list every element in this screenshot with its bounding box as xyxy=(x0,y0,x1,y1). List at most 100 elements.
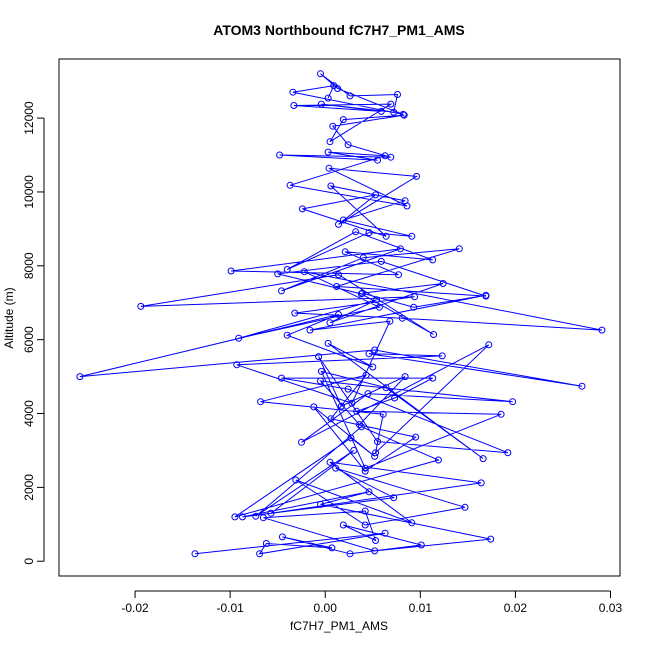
data-point xyxy=(335,220,342,228)
data-point xyxy=(286,181,294,189)
data-point xyxy=(350,446,358,454)
data-point xyxy=(461,503,469,511)
x-axis-title: fC7H7_PM1_AMS xyxy=(290,619,388,633)
data-point xyxy=(371,452,379,460)
data-point xyxy=(339,116,347,124)
data-point xyxy=(326,458,334,466)
data-point xyxy=(429,256,437,264)
data-point xyxy=(417,541,425,549)
data-point xyxy=(361,521,369,529)
data-point xyxy=(235,334,243,342)
data-point xyxy=(310,403,318,411)
data-point xyxy=(362,371,370,379)
data-point xyxy=(339,216,347,224)
data-point xyxy=(335,311,342,318)
data-point xyxy=(482,292,490,300)
data-point xyxy=(325,164,333,172)
data-point xyxy=(317,100,325,108)
data-point xyxy=(387,100,395,108)
data-point xyxy=(375,303,383,311)
data-point xyxy=(278,533,286,541)
data-point xyxy=(278,287,285,295)
data-point xyxy=(485,341,493,349)
data-point xyxy=(411,293,419,301)
data-point xyxy=(239,513,246,521)
chart-title: ATOM3 Northbound fC7H7_PM1_AMS xyxy=(213,22,465,38)
x-tick-label: -0.01 xyxy=(216,601,244,615)
data-point xyxy=(317,367,325,375)
data-point xyxy=(329,122,337,130)
data-point xyxy=(377,257,385,265)
data-point xyxy=(324,148,332,156)
data-point xyxy=(598,326,606,334)
data-point xyxy=(332,464,340,472)
data-point xyxy=(387,153,395,161)
data-point xyxy=(396,245,404,253)
data-point xyxy=(344,385,352,393)
data-point xyxy=(401,373,409,381)
data-point xyxy=(434,456,442,464)
data-point xyxy=(348,399,356,407)
data-point xyxy=(346,92,354,100)
data-point xyxy=(231,513,239,521)
data-point xyxy=(365,350,373,358)
y-axis: 0 2000 4000 6000 8000 10000 12000 xyxy=(22,101,45,565)
data-point xyxy=(233,361,241,369)
data-point xyxy=(382,384,390,392)
data-point xyxy=(361,507,369,515)
data-point xyxy=(291,309,299,317)
data-point xyxy=(289,88,297,96)
data-point xyxy=(400,111,408,119)
data-point xyxy=(386,317,394,325)
data-point xyxy=(344,141,352,149)
x-tick-label: 0.03 xyxy=(599,601,623,615)
data-point xyxy=(252,512,260,520)
data-point xyxy=(399,110,407,118)
data-point xyxy=(337,402,345,410)
x-tick-label: 0.01 xyxy=(409,601,433,615)
data-point xyxy=(391,394,399,402)
data-point xyxy=(317,500,324,508)
data-point xyxy=(346,550,354,558)
data-point xyxy=(352,228,360,236)
data-point xyxy=(262,540,270,547)
series-line xyxy=(79,73,602,555)
data-point xyxy=(339,521,347,529)
data-point xyxy=(374,438,381,446)
data-point xyxy=(398,314,406,322)
data-point xyxy=(315,353,323,361)
data-point xyxy=(356,421,363,429)
data-point xyxy=(361,464,369,472)
data-point xyxy=(76,373,84,381)
data-point xyxy=(403,202,411,210)
data-point xyxy=(306,326,314,334)
data-point xyxy=(274,270,282,278)
y-tick-label: 8000 xyxy=(22,252,36,279)
data-point xyxy=(373,296,381,304)
x-tick-label: 0.00 xyxy=(314,601,338,615)
data-point xyxy=(509,398,517,406)
data-point xyxy=(317,70,324,78)
data-point xyxy=(479,455,487,463)
data-point xyxy=(137,302,145,310)
data-point xyxy=(283,331,291,339)
data-point xyxy=(382,232,390,240)
data-point xyxy=(335,271,342,279)
y-tick-label: 10000 xyxy=(22,175,36,209)
data-point xyxy=(358,289,366,297)
data-point xyxy=(372,191,380,199)
data-point xyxy=(381,529,389,537)
data-point xyxy=(326,319,334,327)
y-axis-title: Altitude (m) xyxy=(2,287,16,348)
data-point xyxy=(374,156,381,164)
data-point xyxy=(290,102,298,109)
y-tick-label: 12000 xyxy=(22,101,36,135)
data-point xyxy=(365,488,373,496)
data-point xyxy=(377,107,385,115)
data-point xyxy=(497,410,505,418)
data-point xyxy=(347,434,355,442)
data-point xyxy=(455,245,463,253)
data-point xyxy=(283,266,291,273)
data-point xyxy=(379,410,387,418)
data-point xyxy=(227,267,235,275)
